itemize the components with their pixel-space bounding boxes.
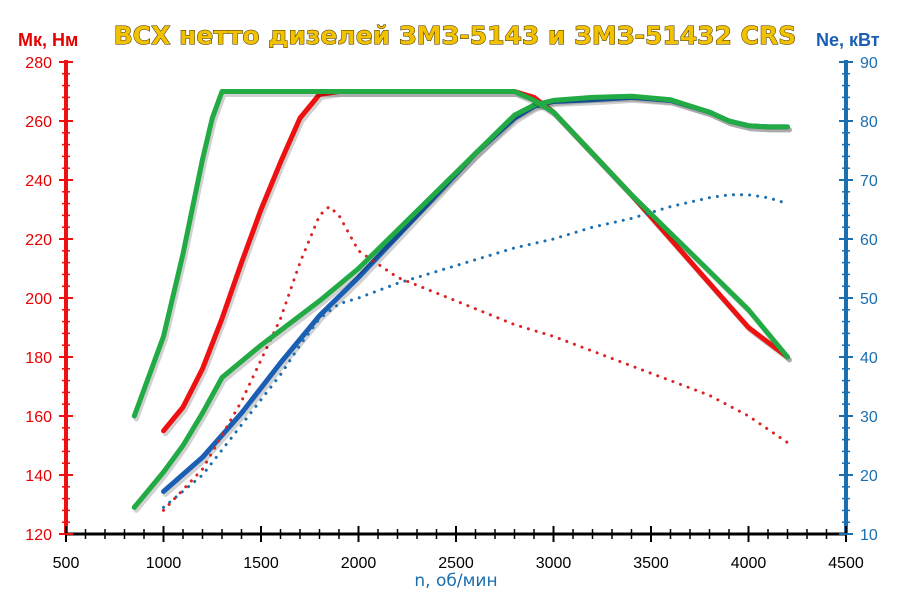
y-left-tick-label: 260 bbox=[25, 114, 52, 131]
y-right-tick-label: 10 bbox=[860, 527, 878, 544]
x-tick-label: 4500 bbox=[828, 555, 864, 572]
tick-labels: 500 1000 1500 2000 2500 3000 3500 4000 4500 120 14… bbox=[25, 55, 878, 572]
x-tick-label: 500 bbox=[53, 555, 80, 572]
y-left-tick-label: 180 bbox=[25, 350, 52, 367]
y-right-tick-label: 60 bbox=[860, 232, 878, 249]
y-right-tick-label: 70 bbox=[860, 173, 878, 190]
y-right-tick-label: 30 bbox=[860, 409, 878, 426]
y-right-tick-label: 50 bbox=[860, 291, 878, 308]
y-right-tick-label: 40 bbox=[860, 350, 878, 367]
y-left-tick-label: 140 bbox=[25, 468, 52, 485]
x-axis-label: n, об/мин bbox=[414, 571, 497, 591]
series-line-5 bbox=[162, 193, 789, 509]
y-left-tick-label: 280 bbox=[25, 55, 52, 72]
axes bbox=[59, 60, 853, 542]
series-layer bbox=[131, 89, 792, 513]
x-tick-label: 2000 bbox=[341, 555, 377, 572]
series-line-2 bbox=[162, 205, 789, 512]
series-line-4 bbox=[131, 93, 790, 510]
y-left-tick-label: 240 bbox=[25, 173, 52, 190]
x-tick-label: 3000 bbox=[536, 555, 572, 572]
y-axis-right-label: Ne, кВт bbox=[816, 30, 880, 50]
y-left-tick-label: 160 bbox=[25, 409, 52, 426]
y-right-tick-label: 90 bbox=[860, 55, 878, 72]
series-line-1 bbox=[131, 89, 790, 419]
x-tick-label: 3500 bbox=[633, 555, 669, 572]
x-tick-label: 1500 bbox=[243, 555, 279, 572]
y-right-tick-label: 80 bbox=[860, 114, 878, 131]
y-left-tick-label: 200 bbox=[25, 291, 52, 308]
y-right-tick-label: 20 bbox=[860, 468, 878, 485]
y-left-tick-label: 220 bbox=[25, 232, 52, 249]
chart-title: ВСХ нетто дизелей ЗМЗ-5143 и ЗМЗ-51432 C… bbox=[114, 21, 796, 50]
x-tick-label: 1000 bbox=[146, 555, 182, 572]
y-left-tick-label: 120 bbox=[25, 527, 52, 544]
x-tick-label: 4000 bbox=[731, 555, 767, 572]
x-tick-label: 2500 bbox=[438, 555, 474, 572]
y-axis-left-label: Мк, Нм bbox=[18, 30, 78, 50]
series-shadow bbox=[133, 96, 792, 513]
